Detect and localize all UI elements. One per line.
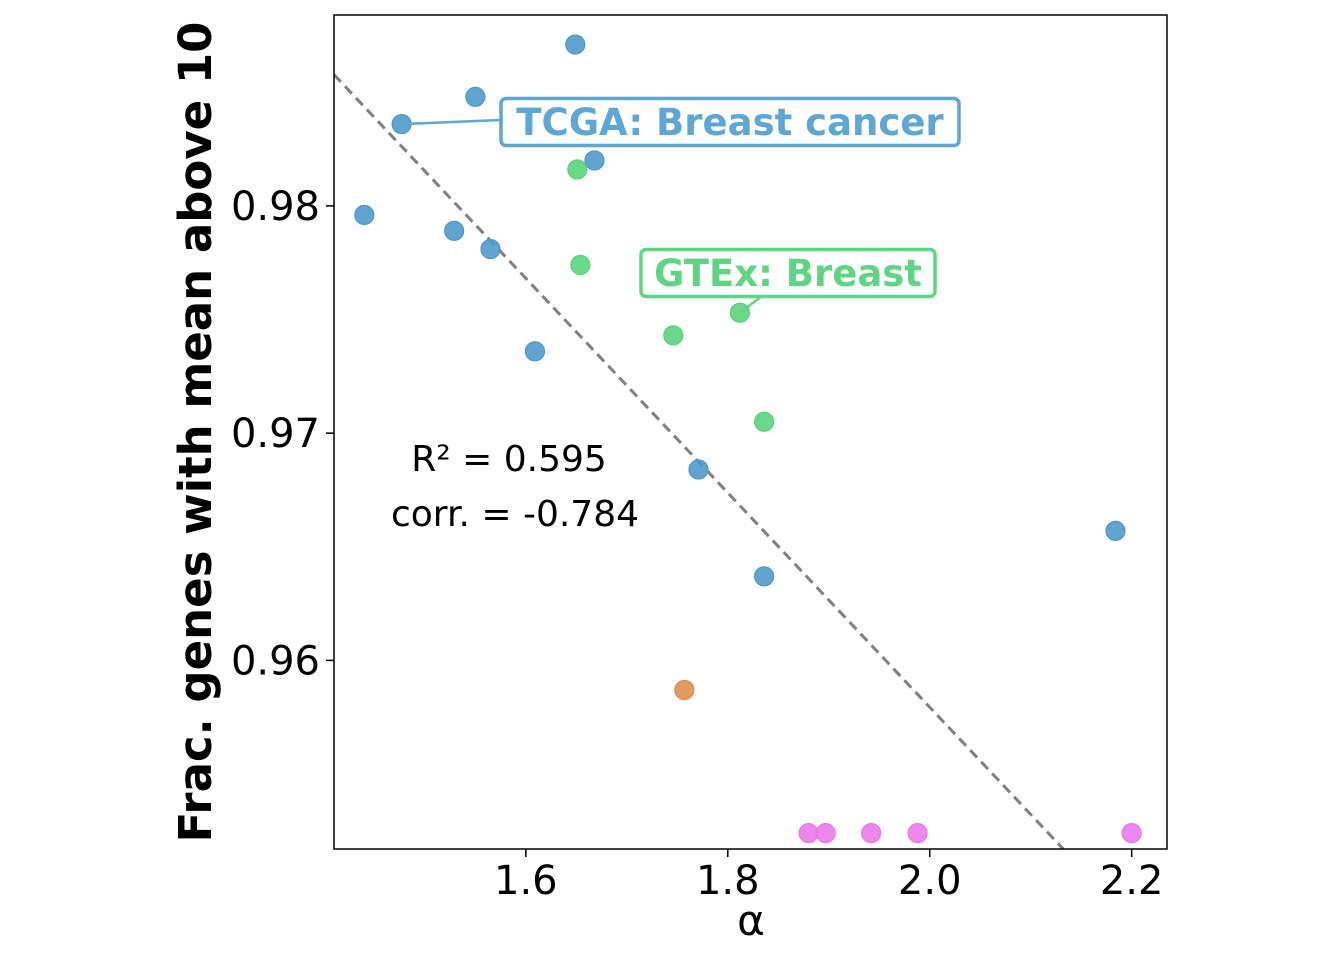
data-point-s3-2 xyxy=(861,822,882,844)
annotation-label-0: TCGA: Breast cancer xyxy=(516,101,944,144)
data-point-s0-2 xyxy=(444,220,465,241)
data-point-s0-7 xyxy=(584,150,605,171)
plot-frame xyxy=(333,14,1168,850)
data-point-s3-1 xyxy=(815,822,836,844)
y-axis-label: Frac. genes with mean above 10 xyxy=(169,22,222,843)
x-tick-label-3: 2.2 xyxy=(1100,858,1164,904)
data-point-s0-9 xyxy=(754,566,775,587)
data-point-s3-4 xyxy=(1121,822,1142,844)
annotation-label-1: GTEx: Breast xyxy=(654,252,922,295)
data-points-layer xyxy=(354,34,1142,844)
fit-line-layer xyxy=(334,73,1066,849)
correlation-text: corr. = -0.784 xyxy=(391,494,639,535)
data-point-s2-0 xyxy=(674,679,695,701)
data-point-s0-5 xyxy=(524,341,546,362)
x-tick-label-0: 1.6 xyxy=(494,858,558,904)
annotation-box-1 xyxy=(639,247,937,299)
data-point-s0-4 xyxy=(480,238,501,260)
regression-fit-line xyxy=(334,73,1066,849)
annotation-leader-1 xyxy=(739,295,763,314)
data-point-s0-8 xyxy=(688,459,709,480)
data-point-s0-10 xyxy=(1105,520,1126,541)
y-tick-label-0: 0.96 xyxy=(231,638,320,684)
y-axis-ticks: 0.96 0.97 0.98 xyxy=(231,184,334,684)
x-tick-label-1: 1.8 xyxy=(696,858,760,904)
data-point-s1-0 xyxy=(567,159,588,180)
annotations-layer: TCGA: Breast cancer GTEx: Breast xyxy=(401,96,961,314)
data-point-s0-6 xyxy=(565,34,586,55)
data-point-s0-0 xyxy=(354,204,375,226)
x-tick-label-2: 2.0 xyxy=(898,858,962,904)
r-squared-text: R² = 0.595 xyxy=(411,439,607,480)
data-point-s1-1 xyxy=(570,254,591,276)
x-axis-label: α xyxy=(737,896,765,945)
data-point-s0-3 xyxy=(465,86,486,107)
y-tick-label-1: 0.97 xyxy=(231,411,320,457)
data-point-s3-3 xyxy=(907,822,928,844)
data-point-s1-4 xyxy=(754,411,775,432)
data-point-s1-2 xyxy=(663,325,684,346)
data-point-s3-0 xyxy=(798,822,819,844)
annotation-box-0 xyxy=(499,96,961,148)
x-axis-ticks: 1.6 1.8 2.0 2.2 xyxy=(494,849,1163,904)
annotation-leader-0 xyxy=(401,118,501,126)
y-tick-label-2: 0.98 xyxy=(231,184,320,230)
